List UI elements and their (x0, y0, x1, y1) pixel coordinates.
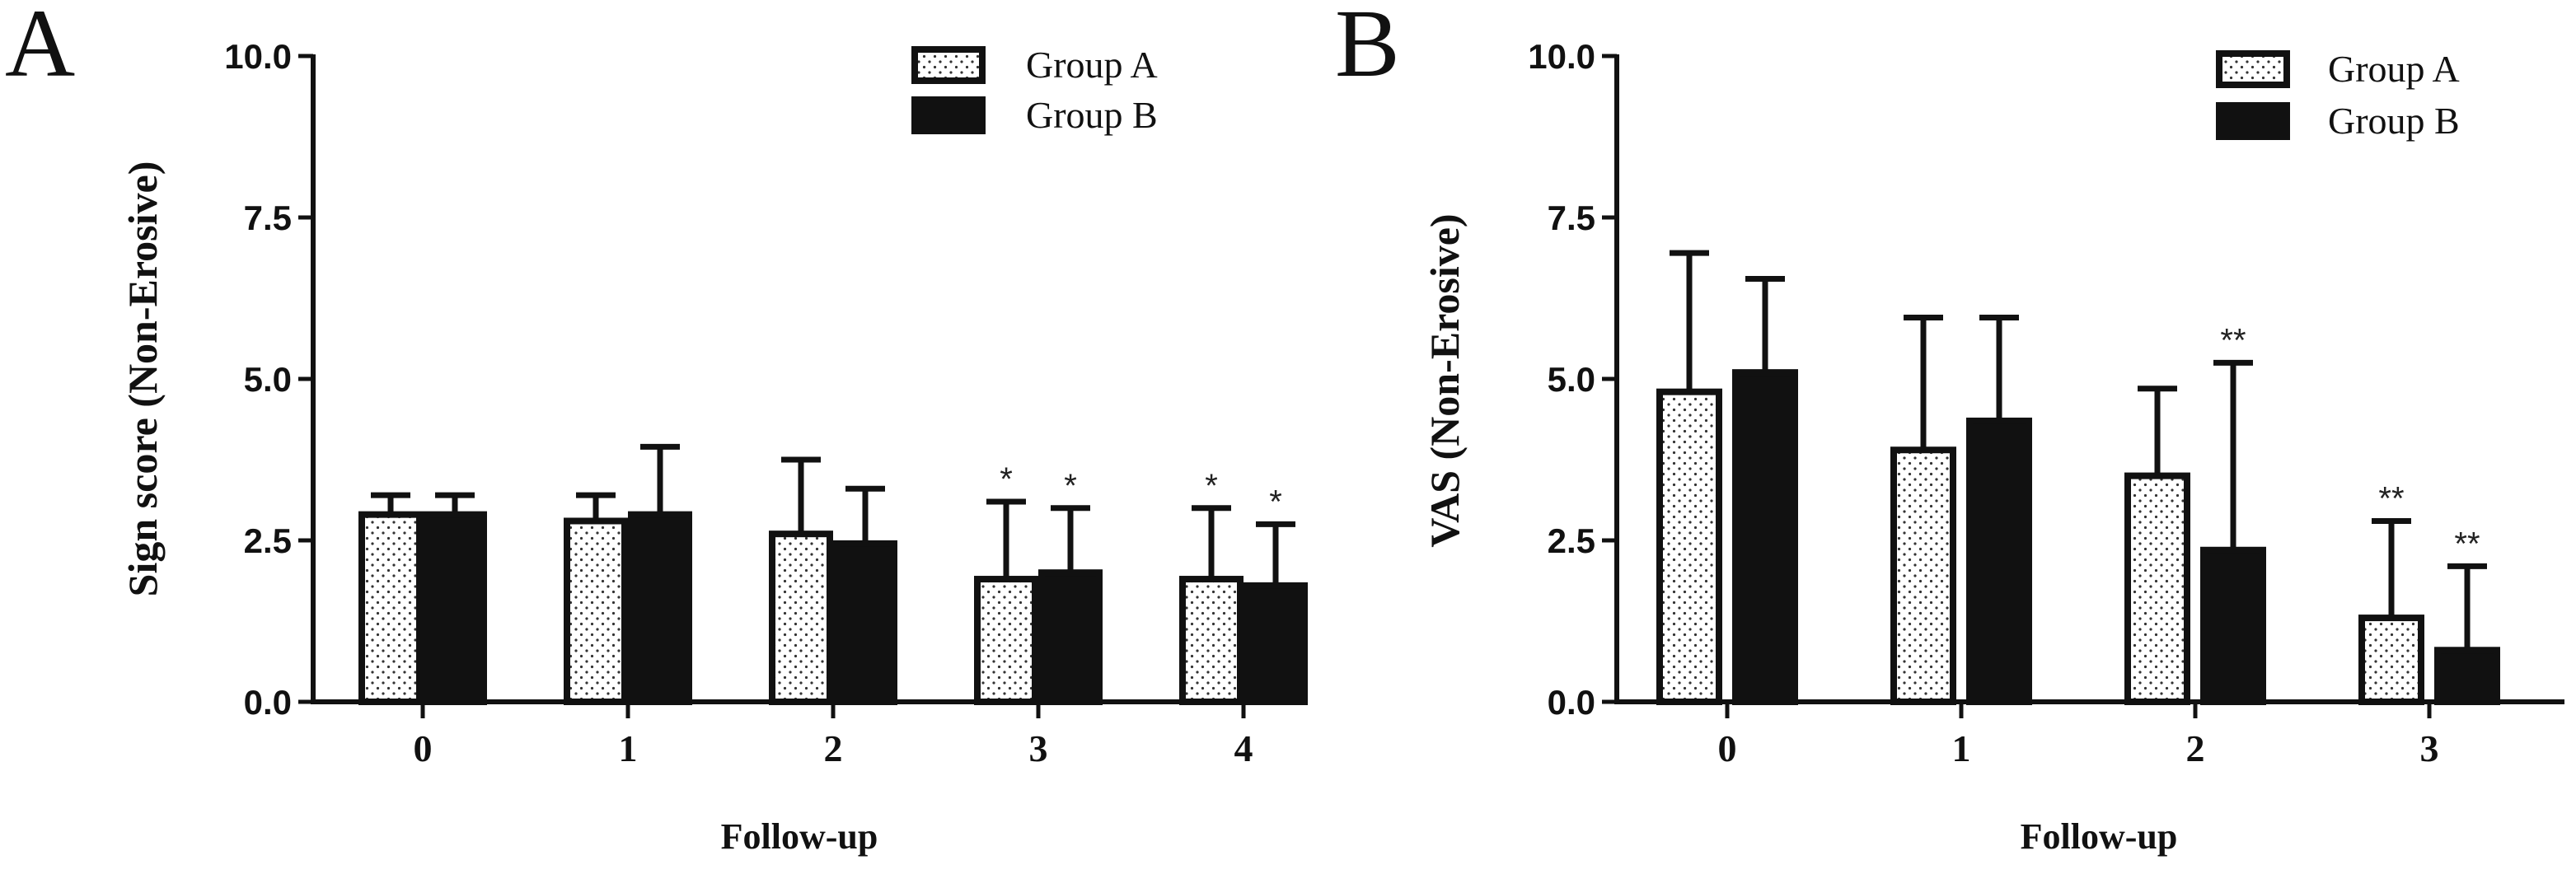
y-tick-label: 10.0 (1528, 37, 1595, 76)
group-b-bar (1966, 417, 2032, 705)
group-b-bar (1732, 369, 1798, 705)
legend-label: Group A (1026, 44, 1158, 86)
x-axis-title: Follow-up (2021, 816, 2178, 857)
y-tick-label: 2.5 (1548, 521, 1595, 560)
y-tick-label: 7.5 (1548, 199, 1595, 237)
x-tick-label: 3 (1029, 727, 1048, 769)
x-tick-label: 4 (1234, 727, 1253, 769)
x-tick-label: 1 (1952, 727, 1971, 769)
group-b-bar (1038, 569, 1103, 706)
x-tick-label: 3 (2420, 727, 2439, 769)
panel-b-chart: B 0.0 2.5 5.0 7.5 10.0 VAS (Non-Erosive) Follow… (1335, 0, 2564, 857)
significance-marker: ** (2454, 526, 2480, 562)
y-tick-label: 0.0 (244, 683, 292, 722)
group-a-bar (2358, 615, 2424, 706)
significance-marker: * (1205, 468, 1218, 504)
group-b-bar (1244, 582, 1308, 705)
group-a-bar (1656, 388, 1722, 705)
group-a-bar (564, 517, 628, 705)
group-b-bar (423, 511, 487, 706)
legend-label: Group B (1026, 94, 1158, 136)
significance-marker: ** (2378, 480, 2404, 516)
y-tick-label: 5.0 (1548, 360, 1595, 399)
group-b-bar (2200, 546, 2266, 706)
legend-swatch (911, 46, 986, 84)
legend: Group A Group B (911, 44, 1158, 136)
x-tick-label: 0 (414, 727, 433, 769)
x-tick-label: 1 (619, 727, 638, 769)
y-tick-label: 10.0 (224, 37, 292, 76)
panel-a-chart: A 0.0 2.5 5.0 7.5 10.0 Sign score (Non-Erosive… (5, 0, 1308, 857)
significance-marker: * (1269, 484, 1282, 520)
group-b-bar (2434, 647, 2500, 706)
x-tick-label: 2 (824, 727, 843, 769)
group-a-bar (769, 530, 833, 705)
group-a-bar (1890, 446, 1956, 705)
group-a-bar (1179, 576, 1244, 705)
x-tick-label: 0 (1718, 727, 1737, 769)
legend-swatch (2216, 50, 2290, 88)
legend-label: Group B (2328, 100, 2460, 142)
group-a-bar (974, 576, 1038, 705)
y-axis-title: VAS (Non-Erosive) (1421, 213, 1468, 547)
significance-marker: * (1000, 461, 1013, 498)
y-tick-label: 7.5 (244, 199, 292, 237)
x-axis-title: Follow-up (721, 816, 878, 857)
panel-label: A (5, 0, 75, 97)
group-b-bar (833, 540, 897, 705)
y-tick-label: 2.5 (244, 521, 292, 560)
group-a-bar (2124, 472, 2190, 705)
legend: Group A Group B (2216, 48, 2460, 142)
group-a-bar (358, 511, 423, 706)
panel-label: B (1335, 0, 1400, 97)
legend-swatch (911, 96, 986, 134)
significance-marker: ** (2220, 322, 2246, 358)
group-b-bar (628, 511, 692, 706)
legend-label: Group A (2328, 48, 2460, 90)
legend-swatch (2216, 102, 2290, 140)
y-tick-label: 0.0 (1548, 683, 1595, 722)
x-tick-label: 2 (2186, 727, 2205, 769)
significance-marker: * (1064, 468, 1077, 504)
y-axis-title: Sign score (Non-Erosive) (119, 161, 166, 597)
y-tick-label: 5.0 (244, 360, 292, 399)
